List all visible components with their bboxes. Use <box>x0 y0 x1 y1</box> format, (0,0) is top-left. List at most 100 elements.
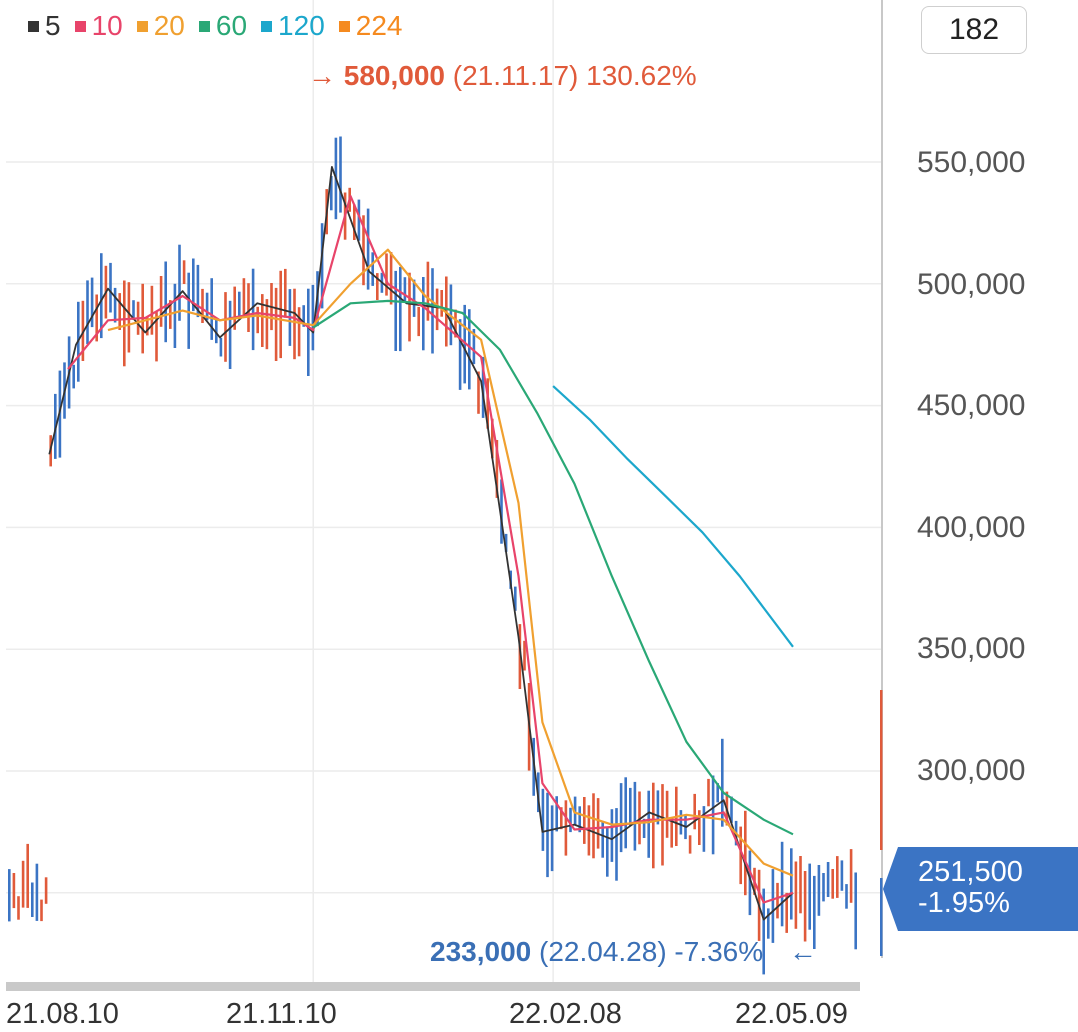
candle <box>247 283 250 332</box>
legend-label-ma120: 120 <box>278 10 325 41</box>
legend: 5 10 20 60 120 224 <box>28 10 402 42</box>
low-annotation: 233,000 (22.04.28) -7.36% ← <box>430 936 817 968</box>
candle <box>610 809 614 862</box>
candle <box>550 805 554 872</box>
candle <box>242 278 246 318</box>
legend-item-ma120[interactable]: 120 <box>261 10 325 42</box>
legend-item-ma20[interactable]: 20 <box>136 10 185 42</box>
candle <box>762 888 765 975</box>
candle <box>403 277 407 302</box>
candle <box>601 821 604 858</box>
candle <box>573 796 577 825</box>
candle <box>385 253 388 296</box>
candle <box>780 841 784 927</box>
candle <box>721 738 724 827</box>
candle <box>642 818 646 838</box>
candle <box>555 796 558 832</box>
y-axis-marker-red <box>880 690 883 850</box>
x-tick-label: 21.08.10 <box>6 998 119 1030</box>
candle <box>394 270 397 351</box>
candle <box>744 810 747 896</box>
candle <box>619 783 623 853</box>
candle <box>799 856 802 914</box>
candle <box>435 288 439 331</box>
candle <box>17 896 20 920</box>
candle <box>146 316 149 336</box>
candle <box>624 777 627 849</box>
legend-swatch-ma10 <box>74 20 86 32</box>
legend-item-ma224[interactable]: 224 <box>338 10 402 42</box>
candle <box>840 860 844 891</box>
candle <box>739 826 742 885</box>
y-tick-label: 400,000 <box>917 511 1026 544</box>
candle <box>688 835 692 854</box>
candle <box>836 856 839 898</box>
ma-line-120 <box>552 385 794 648</box>
legend-swatch-ma20 <box>136 20 148 32</box>
candle <box>320 223 324 309</box>
x-tick-label: 22.05.09 <box>735 998 848 1030</box>
legend-item-ma5[interactable]: 5 <box>28 10 61 42</box>
candle <box>389 252 393 305</box>
candle <box>569 807 572 833</box>
high-annotation: → 580,000 (21.11.17) 130.62% <box>308 60 697 92</box>
candle <box>353 204 356 240</box>
candle <box>707 778 710 807</box>
candle <box>164 261 167 343</box>
candle <box>132 300 135 320</box>
candle <box>564 800 568 856</box>
candle <box>201 288 204 323</box>
candle <box>638 791 641 845</box>
candle <box>297 307 301 357</box>
candle <box>629 787 632 826</box>
candle <box>408 272 411 342</box>
candle <box>803 871 807 942</box>
candle <box>785 892 788 933</box>
candle <box>665 790 669 838</box>
candle <box>118 293 121 330</box>
current-price-pointer <box>883 847 898 931</box>
candle <box>412 279 416 317</box>
y-axis-marker-blue <box>880 878 883 956</box>
legend-item-ma10[interactable]: 10 <box>74 10 123 42</box>
candle <box>679 810 683 835</box>
low-value: 233,000 <box>430 936 532 967</box>
grid-lines <box>6 0 881 990</box>
candle <box>284 268 287 318</box>
legend-swatch-ma5 <box>28 20 39 32</box>
candle <box>109 262 112 313</box>
candle <box>90 277 94 328</box>
current-change: -1.95% <box>918 887 1010 919</box>
legend-swatch-ma224 <box>338 20 350 32</box>
candle <box>366 208 370 290</box>
current-price-badge: 251,500 -1.95% <box>898 847 1078 931</box>
ma-line-5 <box>48 165 794 921</box>
legend-item-ma60[interactable]: 60 <box>198 10 247 42</box>
candle <box>458 319 462 390</box>
candle <box>504 533 508 552</box>
period-count-button[interactable]: 182 <box>921 6 1027 54</box>
candle <box>431 268 434 354</box>
candle <box>813 875 816 949</box>
candle <box>716 783 719 803</box>
candle <box>274 287 278 361</box>
candles <box>8 136 857 975</box>
candle <box>578 806 581 833</box>
candle <box>95 294 98 342</box>
candle <box>647 790 650 858</box>
candle <box>500 479 503 544</box>
candle <box>771 869 775 943</box>
candle <box>615 808 618 881</box>
candle <box>182 260 186 284</box>
candle <box>219 337 223 357</box>
candle <box>495 440 499 498</box>
ma-line-20 <box>107 248 794 877</box>
y-tick-label: 300,000 <box>917 754 1026 787</box>
candle <box>127 282 131 353</box>
candle <box>606 826 609 877</box>
candle <box>698 810 701 845</box>
candle <box>35 863 39 921</box>
x-axis-scrollbar[interactable] <box>6 982 860 991</box>
candle <box>72 364 75 389</box>
